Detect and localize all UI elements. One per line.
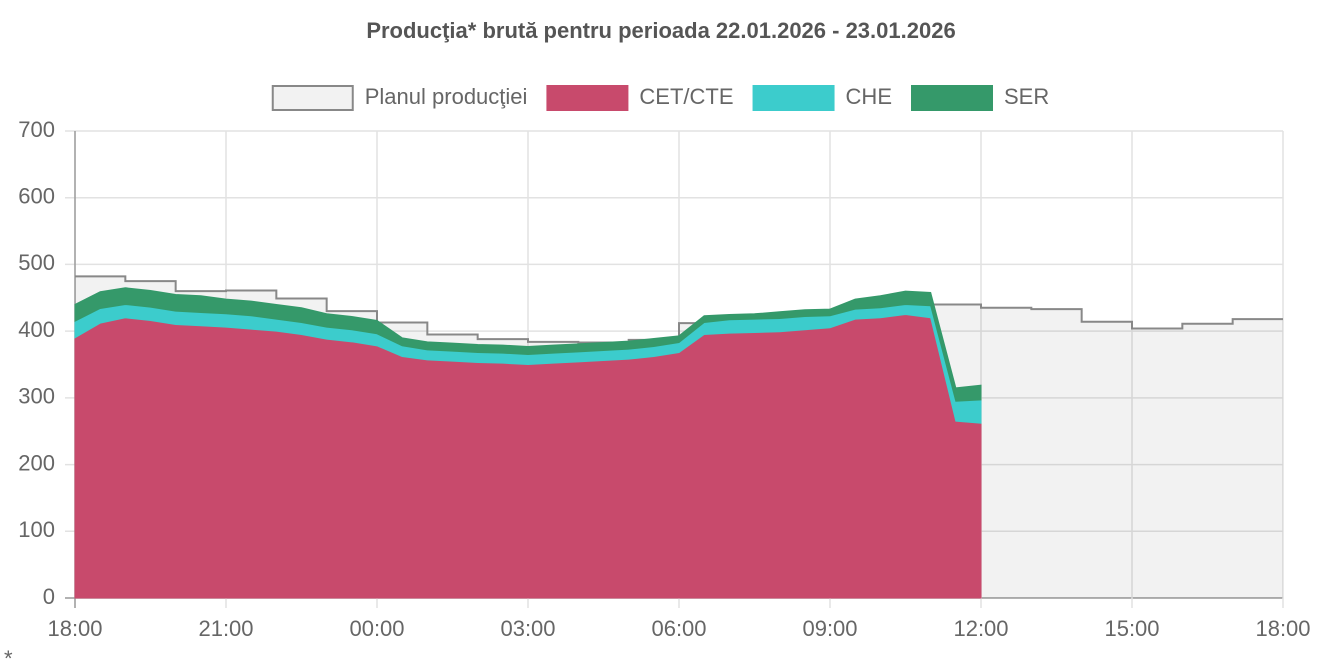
x-tick-label: 06:00 [651,616,706,641]
legend-swatch [271,85,354,111]
x-tick-label: 18:00 [1255,616,1310,641]
x-tick-label: 12:00 [953,616,1008,641]
legend-swatch [911,85,993,111]
y-tick-label: 200 [18,450,55,475]
plan-line [75,275,1283,344]
x-tick-label: 00:00 [349,616,404,641]
chart-title: Producţia* brută pentru perioada 22.01.2… [366,18,955,43]
x-tick-label: 18:00 [47,616,102,641]
footnote: * [4,646,13,666]
legend-label: Planul producţiei [365,84,528,109]
legend-swatch [546,85,629,111]
x-tick-label: 21:00 [198,616,253,641]
legend-label: CHE [846,84,892,109]
y-tick-label: 700 [18,117,55,142]
area [74,287,982,402]
x-tick-label: 09:00 [802,616,857,641]
y-tick-label: 500 [18,250,55,275]
legend-label: SER [1004,84,1049,109]
y-tick-label: 0 [43,584,55,609]
legend-label: CET/CTE [639,84,733,109]
y-tick-label: 100 [18,517,55,542]
y-tick-label: 600 [18,184,55,209]
y-tick-label: 300 [18,384,55,409]
x-tick-label: 03:00 [500,616,555,641]
x-tick-label: 15:00 [1104,616,1159,641]
y-tick-label: 400 [18,317,55,342]
legend-swatch [752,85,835,111]
